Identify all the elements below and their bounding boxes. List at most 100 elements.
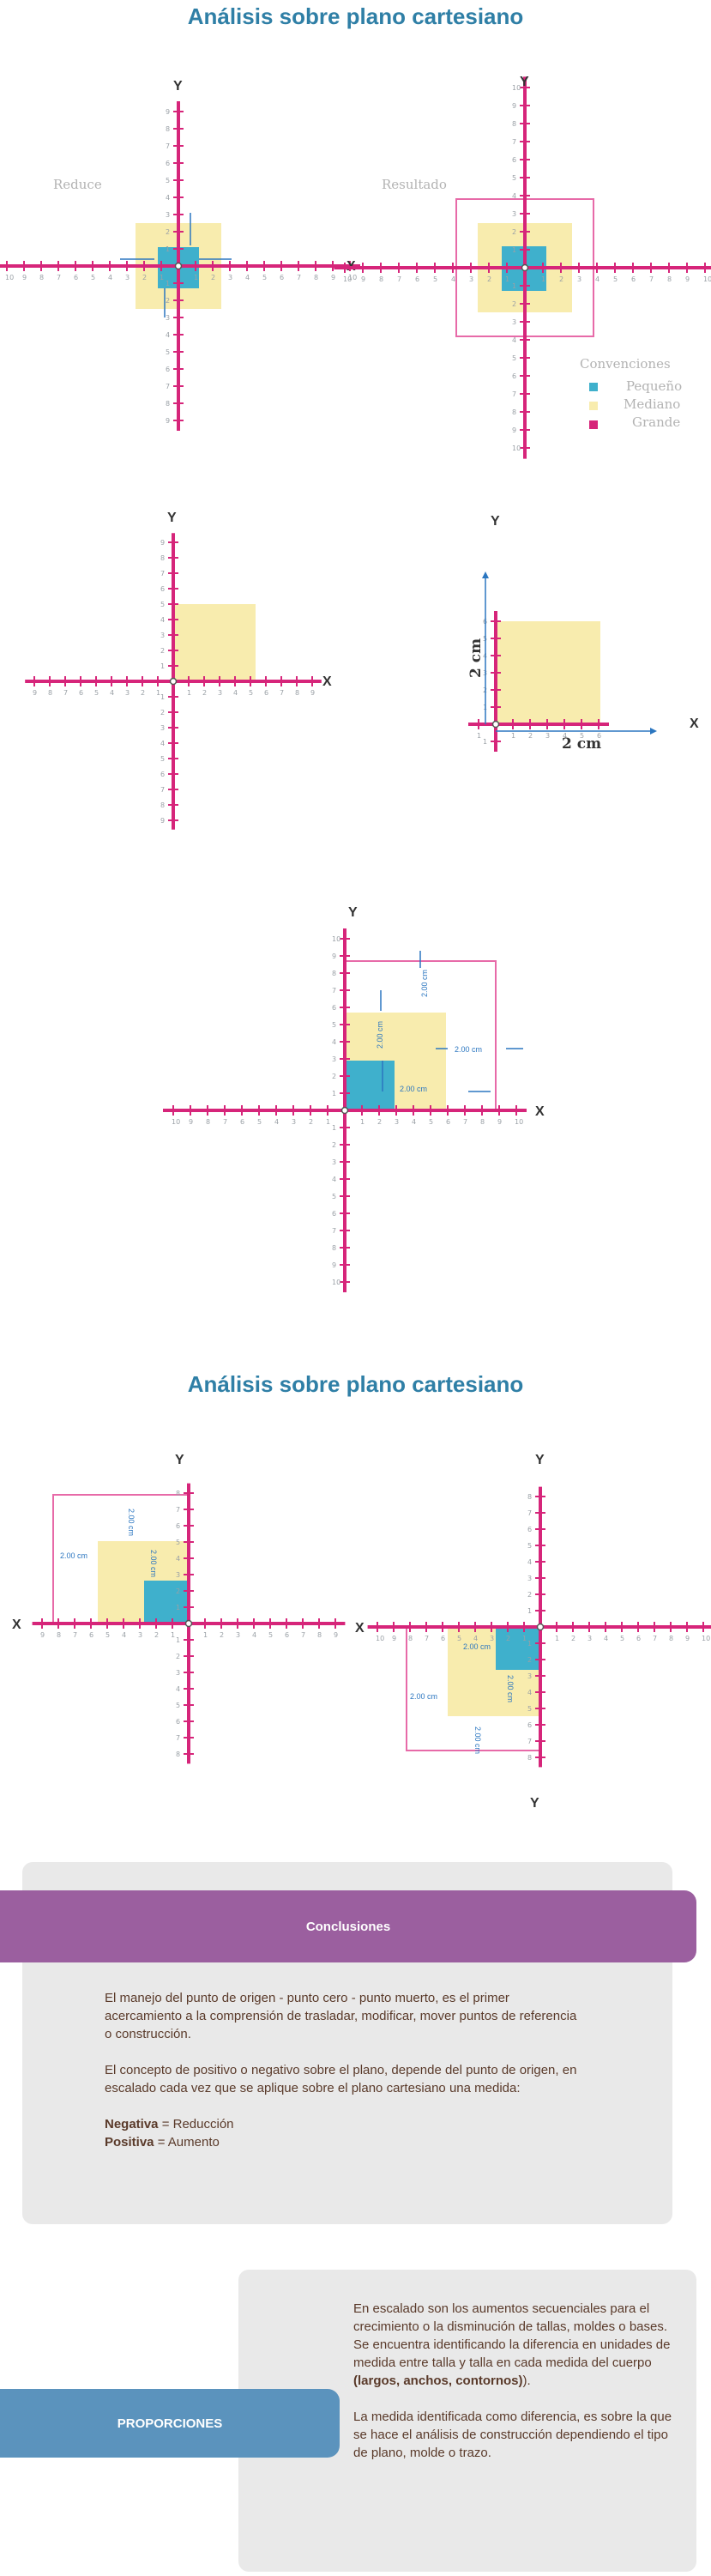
measure-label: 2.00 cm <box>506 1675 515 1702</box>
x-tick-label: 4 <box>233 689 238 697</box>
proportions-text: En escalado son los aumentos secuenciale… <box>353 2300 675 2480</box>
x-tick-label: 3 <box>228 274 232 281</box>
x-tick-label: 7 <box>297 274 301 281</box>
x-tick-label: 5 <box>91 274 95 281</box>
y-tick-label: 3 <box>166 211 170 219</box>
x-tick-label: 5 <box>433 275 437 283</box>
x-tick-label: 4 <box>274 1118 279 1126</box>
x-tick-label: 5 <box>105 1631 110 1639</box>
y-tick-label: 3 <box>332 1055 336 1063</box>
x-axis-label: X <box>690 717 699 731</box>
x-tick-label: 6 <box>280 274 284 281</box>
legend-swatch-large <box>589 420 598 429</box>
x-tick-label: 5 <box>613 275 618 283</box>
y-tick-label: 5 <box>160 755 165 763</box>
x-tick-label: 7 <box>649 275 654 283</box>
negative-value: = Reducción <box>158 2117 234 2132</box>
y-tick-label: 5 <box>512 354 516 362</box>
proportions-paragraph-1: En escalado son los aumentos secuenciale… <box>353 2301 668 2334</box>
measure-label: 2.00 cm <box>420 970 429 997</box>
y-tick-label: 9 <box>160 539 165 547</box>
x-tick-label: 7 <box>73 1631 77 1639</box>
y-tick-label: 7 <box>512 390 516 398</box>
y-tick-label: 4 <box>512 336 516 344</box>
x-tick-label: 5 <box>580 732 584 740</box>
y-axis-label: Y <box>167 511 177 525</box>
x-tick-label: 2 <box>220 1631 224 1639</box>
y-tick-label: 1 <box>160 693 165 701</box>
y-tick-label: 3 <box>512 318 516 326</box>
y-axis-label: Y <box>175 1453 184 1467</box>
y-tick-label: 1 <box>166 245 170 253</box>
y-tick-label: 6 <box>160 585 165 593</box>
x-tick-label: 6 <box>446 1118 450 1126</box>
y-axis-label: Y <box>530 1796 539 1811</box>
x-tick-label: 9 <box>685 1635 690 1642</box>
x-tick-label: 4 <box>451 275 455 283</box>
y-tick-label: 2 <box>166 228 170 236</box>
x-tick-label: 3 <box>236 1631 240 1639</box>
x-tick-label: 8 <box>480 1118 485 1126</box>
x-tick-label: 1 <box>194 274 198 281</box>
x-tick-label: 5 <box>457 1635 461 1642</box>
x-tick-label: 9 <box>33 689 37 697</box>
x-tick-label: 5 <box>262 274 267 281</box>
x-tick-label: 7 <box>463 1118 467 1126</box>
y-tick-label: 1 <box>166 280 170 287</box>
y-tick-label: 4 <box>166 331 170 339</box>
y-tick-label: 7 <box>527 1738 532 1745</box>
x-tick-label: 3 <box>218 689 222 697</box>
y-tick-label: 6 <box>527 1721 532 1729</box>
x-axis-label: X <box>535 1104 545 1119</box>
y-tick-label: 5 <box>527 1542 532 1550</box>
x-tick-label: 10 <box>348 274 357 281</box>
x-tick-label: 8 <box>206 1118 210 1126</box>
y-tick-label: 7 <box>160 786 165 794</box>
y-tick-label: 4 <box>160 616 165 624</box>
x-tick-label: 10 <box>376 1635 384 1642</box>
x-tick-label: 2 <box>142 274 147 281</box>
x-tick-label: 5 <box>257 1118 262 1126</box>
x-tick-label: 10 <box>172 1118 180 1126</box>
y-tick-label: 5 <box>332 1021 336 1029</box>
origin-point <box>340 1106 349 1115</box>
y-tick-label: 6 <box>527 1526 532 1533</box>
y-tick-label: 4 <box>512 192 516 200</box>
medium-square <box>173 604 256 681</box>
y-tick-label: 4 <box>332 1176 336 1183</box>
x-tick-label: 3 <box>125 689 130 697</box>
y-tick-label: 3 <box>176 1669 180 1677</box>
x-tick-label: 7 <box>57 274 61 281</box>
y-tick-label: 3 <box>512 210 516 218</box>
y-tick-label: 8 <box>527 1493 532 1501</box>
x-tick-label: 9 <box>331 274 335 281</box>
x-tick-label: 1 <box>326 1118 330 1126</box>
x-tick-label: 5 <box>268 1631 273 1639</box>
y-tick-label: 2 <box>166 297 170 305</box>
reduce-label: Reduce <box>53 177 102 192</box>
y-tick-label: 6 <box>176 1522 180 1530</box>
x-tick-label: 3 <box>292 1118 296 1126</box>
y-tick-label: 7 <box>332 987 336 995</box>
x-tick-label: 1 <box>522 1635 527 1642</box>
x-tick-label: 9 <box>392 1635 396 1642</box>
y-tick-label: 5 <box>176 1539 180 1546</box>
conclusions-paragraph-1: El manejo del punto de origen - punto ce… <box>105 1991 577 2041</box>
x-tick-label: 7 <box>301 1631 305 1639</box>
x-tick-label: 6 <box>415 275 419 283</box>
y-tick-label: 3 <box>160 724 165 732</box>
y-tick-label: 7 <box>166 142 170 150</box>
y-tick-label: 8 <box>176 1490 180 1497</box>
y-tick-label: 8 <box>527 1754 532 1762</box>
proportions-p2-text: Se encuentra identificando la diferencia… <box>353 2337 671 2370</box>
y-tick-label: 10 <box>512 84 521 92</box>
y-tick-label: 3 <box>527 1672 532 1680</box>
y-tick-label: 1 <box>512 282 516 290</box>
y-tick-label: 9 <box>512 426 516 434</box>
measure-label: 2.00 cm <box>149 1550 158 1577</box>
x-tick-label: 4 <box>473 1635 478 1642</box>
y-tick-label: 7 <box>512 138 516 146</box>
x-tick-label: 1 <box>541 275 545 283</box>
